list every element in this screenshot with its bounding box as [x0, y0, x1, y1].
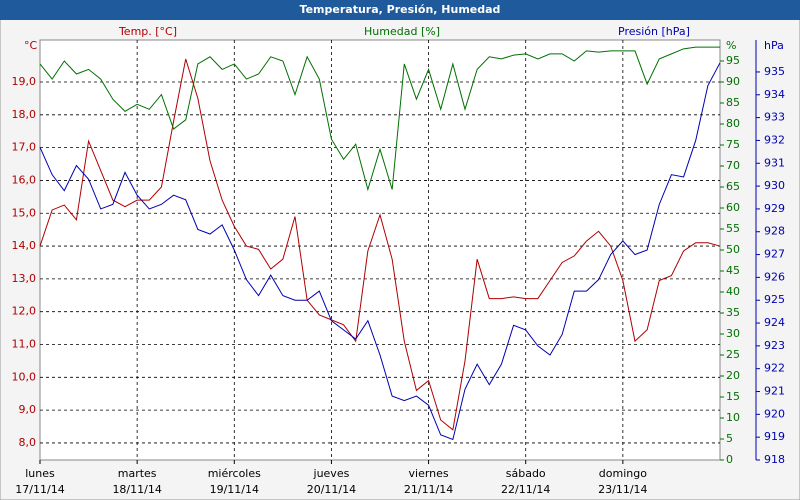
y2-tick-label: 75	[726, 138, 740, 151]
y-title: Temp. [°C]	[118, 25, 177, 38]
y3-tick-label: 920	[764, 407, 785, 420]
y3-tick-label: 927	[764, 248, 785, 261]
chart-title: Temperatura, Presión, Humedad	[300, 3, 501, 16]
y-unit: °C	[24, 39, 38, 52]
x-tick-label: viernes	[409, 467, 449, 480]
y-tick-label: 12,0	[12, 305, 37, 318]
y-tick-label: 15,0	[12, 206, 37, 219]
y-tick-label: 16,0	[12, 173, 37, 186]
x-tick-date: 19/11/14	[210, 483, 259, 496]
title-bar	[0, 0, 800, 20]
y2-title: Humedad [%]	[364, 25, 440, 38]
y2-tick-label: 40	[726, 285, 740, 298]
y2-tick-label: 10	[726, 411, 740, 424]
x-tick-label: martes	[118, 467, 157, 480]
y2-tick-label: 15	[726, 390, 740, 403]
y3-tick-label: 935	[764, 65, 785, 78]
y2-tick-label: 55	[726, 222, 740, 235]
y2-tick-label: 45	[726, 264, 740, 277]
y3-title: Presión [hPa]	[618, 25, 690, 38]
x-tick-date: 23/11/14	[598, 483, 647, 496]
y-tick-label: 19,0	[12, 75, 37, 88]
y3-tick-label: 929	[764, 202, 785, 215]
y3-tick-label: 928	[764, 225, 785, 238]
plot-area	[39, 39, 721, 461]
series-line	[39, 62, 721, 441]
x-tick-date: 21/11/14	[404, 483, 453, 496]
y2-tick-label: 95	[726, 54, 740, 67]
y3-tick-label: 931	[764, 156, 785, 169]
x-tick-label: miércoles	[208, 467, 261, 480]
y2-tick-label: 85	[726, 96, 740, 109]
y-tick-label: 11,0	[12, 338, 37, 351]
y3-tick-label: 919	[764, 430, 785, 443]
y2-tick-label: 5	[726, 432, 733, 445]
y-tick-label: 13,0	[12, 272, 37, 285]
x-tick-label: jueves	[313, 467, 350, 480]
x-tick-label: domingo	[599, 467, 647, 480]
y2-tick-label: 30	[726, 327, 740, 340]
x-tick-label: sábado	[506, 467, 546, 480]
y2-tick-label: 60	[726, 201, 740, 214]
y2-tick-label: 20	[726, 369, 740, 382]
y2-tick-label: 65	[726, 180, 740, 193]
y3-tick-label: 933	[764, 111, 785, 124]
series-line	[39, 58, 721, 431]
y-tick-label: 14,0	[12, 239, 37, 252]
y2-tick-label: 50	[726, 243, 740, 256]
y3-unit: hPa	[764, 39, 784, 52]
y2-tick-label: 70	[726, 159, 740, 172]
x-tick-date: 17/11/14	[15, 483, 64, 496]
y-tick-label: 17,0	[12, 141, 37, 154]
y3-tick-label: 934	[764, 88, 785, 101]
y3-tick-label: 923	[764, 339, 785, 352]
y-tick-label: 8,0	[19, 436, 37, 449]
series-line	[39, 46, 720, 192]
y2-tick-label: 0	[726, 453, 733, 466]
y3-tick-label: 922	[764, 362, 785, 375]
y3-tick-label: 932	[764, 133, 785, 146]
y3-tick-label: 924	[764, 316, 785, 329]
y3-tick-label: 918	[764, 453, 785, 466]
y-tick-label: 9,0	[19, 403, 37, 416]
y2-tick-label: 80	[726, 117, 740, 130]
y2-unit: %	[726, 39, 736, 52]
y2-tick-label: 35	[726, 306, 740, 319]
y2-tick-label: 90	[726, 75, 740, 88]
y2-tick-label: 25	[726, 348, 740, 361]
y3-tick-label: 925	[764, 293, 785, 306]
x-tick-date: 18/11/14	[112, 483, 161, 496]
x-tick-label: lunes	[25, 467, 55, 480]
y-tick-label: 10,0	[12, 370, 37, 383]
y3-tick-label: 930	[764, 179, 785, 192]
x-tick-date: 20/11/14	[307, 483, 356, 496]
y3-tick-label: 921	[764, 385, 785, 398]
y3-tick-label: 926	[764, 270, 785, 283]
y-tick-label: 18,0	[12, 108, 37, 121]
x-tick-date: 22/11/14	[501, 483, 550, 496]
